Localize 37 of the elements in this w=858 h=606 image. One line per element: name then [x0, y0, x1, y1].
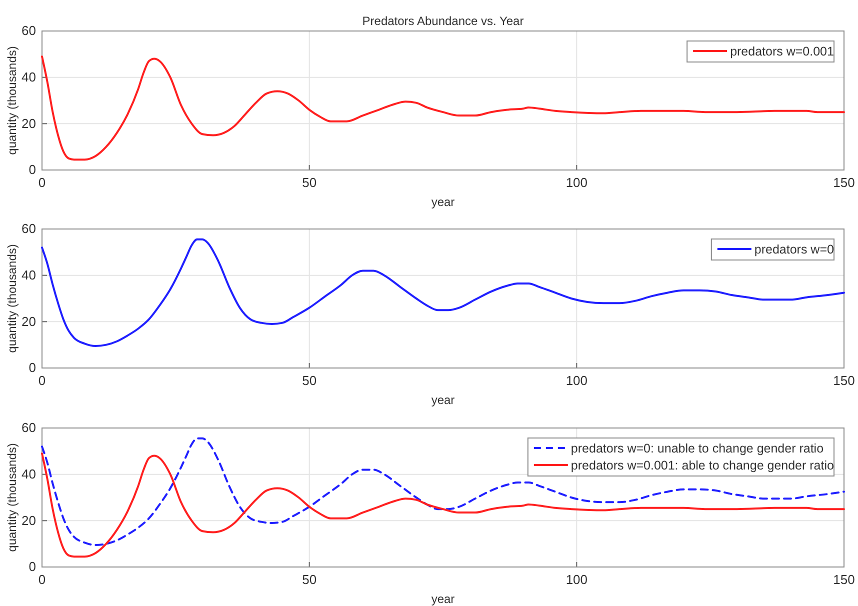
y-axis-title: quantity (thousands): [5, 443, 19, 552]
y-tick-label: 20: [22, 314, 36, 329]
x-tick-label: 150: [833, 175, 855, 190]
y-tick-label: 40: [22, 466, 36, 482]
line-series: [41, 238, 845, 347]
y-tick-label: 20: [22, 116, 36, 131]
x-axis-title: year: [431, 195, 455, 209]
x-tick-label: 50: [302, 572, 317, 588]
x-tick-label: 150: [833, 572, 855, 588]
y-tick-label: 60: [22, 23, 36, 38]
x-tick-label: 50: [302, 373, 317, 388]
y-tick-label: 40: [22, 69, 36, 84]
legend-label: predators w=0.001: [730, 44, 834, 58]
x-tick-label: 100: [566, 373, 588, 388]
x-tick-label: 100: [566, 572, 588, 588]
chart-title: Predators Abundance vs. Year: [362, 14, 524, 28]
y-tick-label: 0: [28, 162, 36, 178]
y-tick-label: 40: [22, 267, 36, 282]
legend-label: predators w=0: [754, 242, 834, 256]
x-axis-title: year: [431, 592, 455, 606]
x-axis-title: year: [431, 393, 455, 407]
x-tick-label: 50: [302, 175, 317, 190]
x-tick-label: 0: [38, 175, 46, 190]
y-tick-label: 60: [22, 221, 36, 236]
y-tick-label: 0: [28, 360, 36, 376]
y-tick-label: 60: [22, 420, 36, 436]
x-tick-label: 0: [38, 373, 46, 388]
legend-label: predators w=0.001: able to change gender ratio: [570, 458, 834, 472]
y-axis-title: quantity (thousands): [5, 244, 19, 353]
x-tick-label: 100: [566, 175, 588, 190]
legend-label: predators w=0: unable to change gender ratio: [570, 442, 824, 456]
line-series: [41, 437, 845, 546]
y-tick-label: 20: [22, 512, 36, 528]
y-axis-title: quantity (thousands): [5, 46, 19, 155]
x-tick-label: 0: [38, 572, 46, 588]
y-tick-label: 0: [28, 559, 36, 574]
x-tick-label: 150: [833, 373, 855, 388]
